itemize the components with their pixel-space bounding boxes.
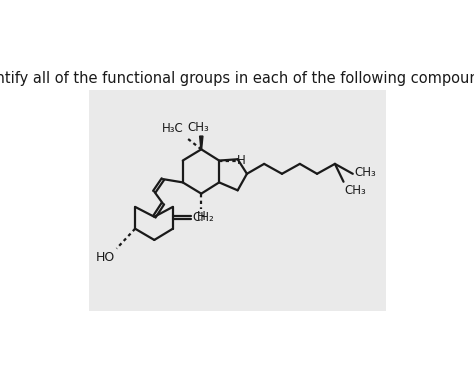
Text: CH₂: CH₂ bbox=[192, 211, 214, 224]
Polygon shape bbox=[200, 136, 203, 149]
Text: CH₃: CH₃ bbox=[354, 166, 376, 179]
Text: H₃C: H₃C bbox=[162, 122, 183, 136]
Text: CH₃: CH₃ bbox=[188, 121, 210, 134]
Text: CH₃: CH₃ bbox=[345, 185, 366, 197]
Text: H: H bbox=[237, 154, 246, 167]
Text: HO: HO bbox=[95, 251, 115, 264]
Text: Identify all of the functional groups in each of the following compounds:: Identify all of the functional groups in… bbox=[0, 71, 474, 86]
Bar bbox=[90, 90, 386, 311]
Text: H: H bbox=[197, 210, 206, 223]
